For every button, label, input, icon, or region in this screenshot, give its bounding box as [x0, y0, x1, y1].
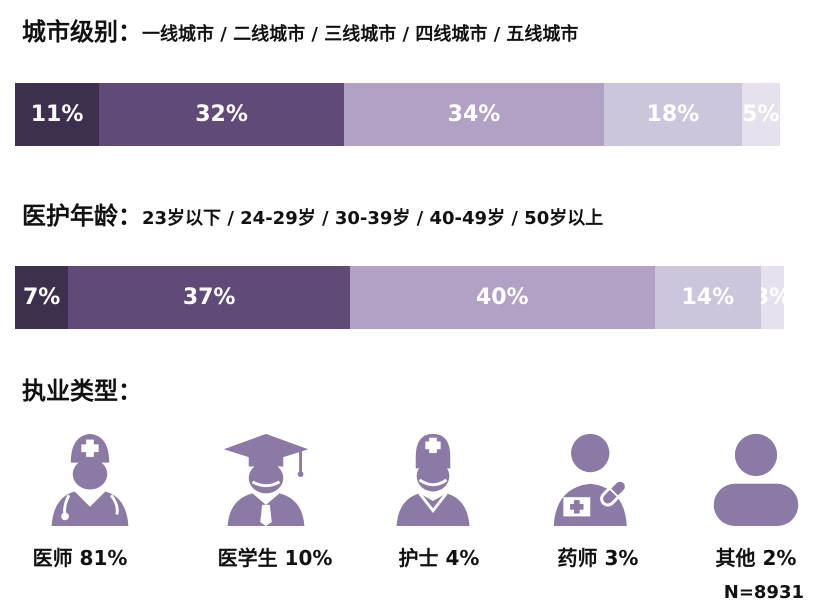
bar-segment: 11%	[15, 83, 100, 146]
bar-segment: 5%	[741, 83, 780, 146]
doctor-label: 医师 81%	[32, 546, 128, 570]
bar-segment: 18%	[604, 83, 742, 146]
person-icon	[713, 433, 799, 526]
doctor-icon	[51, 433, 129, 526]
city-tier-bar: 11% 32% 34% 18% 5%	[15, 83, 780, 146]
age-heading: 医护年龄：23岁以下 / 24-29岁 / 30-39岁 / 40-49岁 / …	[22, 196, 603, 231]
bar-segment: 3%	[761, 266, 784, 329]
nurse-icon	[396, 433, 470, 526]
practice-title: 执业类型：	[22, 377, 142, 405]
bar-segment: 37%	[68, 266, 350, 329]
pharmacist-label: 药师 3%	[557, 546, 639, 570]
age-title: 医护年龄：	[22, 202, 142, 230]
city-title: 城市级别：	[22, 18, 142, 46]
pharmacist-icon	[553, 433, 628, 526]
practice-heading: 执业类型：	[22, 371, 142, 406]
city-categories: 一线城市 / 二线城市 / 三线城市 / 四线城市 / 五线城市	[142, 24, 579, 45]
bar-segment: 32%	[99, 83, 344, 146]
bar-segment: 40%	[350, 266, 655, 329]
student-label: 医学生 10%	[217, 546, 333, 570]
bar-segment: 34%	[343, 83, 605, 146]
nurse-label: 护士 4%	[398, 546, 480, 570]
city-heading: 城市级别：一线城市 / 二线城市 / 三线城市 / 四线城市 / 五线城市	[22, 12, 578, 47]
other-label: 其他 2%	[715, 546, 797, 570]
bar-segment: 14%	[654, 266, 762, 329]
bar-segment: 7%	[15, 266, 69, 329]
age-categories: 23岁以下 / 24-29岁 / 30-39岁 / 40-49岁 / 50岁以上	[142, 208, 604, 229]
sample-size: N=8931	[723, 582, 804, 603]
student-icon	[223, 433, 309, 526]
age-bar: 7%37%40%14%3%	[15, 266, 784, 329]
